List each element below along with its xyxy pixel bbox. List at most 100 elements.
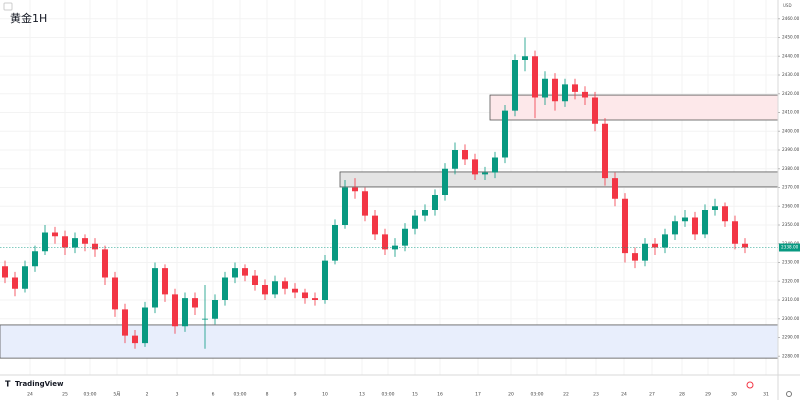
chart-title: 黄金1H: [10, 11, 47, 25]
candle-body: [732, 221, 738, 244]
y-tick-label: 2430.00: [782, 72, 800, 77]
brand-icon: T: [5, 380, 11, 389]
candle-body: [692, 217, 698, 235]
x-tick-label: 20: [508, 392, 514, 398]
candle-body: [132, 335, 138, 344]
y-tick-label: 2390.00: [782, 147, 800, 152]
x-tick-label: 23: [593, 392, 599, 398]
collapse-button[interactable]: [3, 2, 13, 11]
candle-body: [622, 198, 628, 254]
y-tick-label: 2400.00: [782, 128, 800, 133]
candle-body: [22, 266, 28, 289]
candle-body: [222, 277, 228, 300]
candle-body: [192, 298, 198, 308]
brand-name: TradingView: [15, 380, 64, 388]
y-tick-label: 2410.00: [782, 110, 800, 115]
candle-body: [532, 56, 538, 98]
candle-body: [182, 298, 188, 327]
x-tick-label: 13: [359, 392, 365, 398]
candle-body: [542, 78, 548, 98]
candle-body: [142, 307, 148, 344]
candle-body: [32, 251, 38, 267]
candle-body: [232, 268, 238, 278]
candle-body: [612, 178, 618, 199]
candle-body: [512, 60, 518, 111]
candle-body: [72, 238, 78, 248]
candle-body: [172, 294, 178, 327]
x-tick-label: 03:00: [84, 392, 97, 398]
candle-body: [682, 217, 688, 222]
x-tick-label: 3: [176, 392, 179, 398]
x-tick-label: 27: [649, 392, 655, 398]
x-tick-label: 16: [437, 392, 443, 398]
candle-body: [362, 191, 368, 216]
candle-body: [462, 150, 468, 160]
zone: [489, 94, 779, 121]
candle-body: [102, 249, 108, 278]
y-tick-label: 2290.00: [782, 335, 800, 340]
y-tick-label: 2380.00: [782, 166, 800, 171]
alert-icon[interactable]: [746, 381, 754, 389]
y-tick-label: 2450.00: [782, 35, 800, 40]
candle-body: [582, 91, 588, 98]
x-tick-label: 24: [27, 392, 33, 398]
candle-body: [262, 285, 268, 295]
plot-layer: [0, 0, 779, 375]
candle-body: [592, 97, 598, 124]
candle-body: [502, 110, 508, 158]
candle-body: [332, 225, 338, 261]
x-tick-label: 30: [731, 392, 737, 398]
candle-body: [382, 234, 388, 250]
y-tick-label: 2460.00: [782, 16, 800, 21]
x-tick-label: 25: [62, 392, 68, 398]
candle-body: [212, 300, 218, 319]
candle-body: [392, 245, 398, 250]
last-price-box: [779, 243, 800, 252]
candle-body: [162, 268, 168, 295]
candle-body: [452, 150, 458, 169]
x-tick-label: 8: [266, 392, 269, 398]
x-tick-label: 5月: [113, 392, 120, 398]
x-tick-label: 6: [212, 392, 215, 398]
y-tick-label: 2360.00: [782, 203, 800, 208]
x-tick-label: 10: [322, 392, 328, 398]
candle-body: [742, 243, 748, 248]
x-tick-label: 31: [763, 392, 769, 398]
y-tick-label: 2300.00: [782, 316, 800, 321]
y-tick-label: 2310.00: [782, 297, 800, 302]
candle-body: [522, 56, 528, 60]
candle-body: [92, 243, 98, 250]
candle-body: [472, 159, 478, 175]
x-tick-label: 03:00: [382, 392, 395, 398]
candle-body: [42, 232, 48, 252]
candle-body: [252, 275, 258, 285]
candle-body: [202, 318, 208, 320]
x-tick-label: 2: [146, 392, 149, 398]
candle-body: [342, 187, 348, 225]
candle-body: [702, 210, 708, 235]
candle-body: [572, 84, 578, 92]
x-tick-label: 03:00: [531, 392, 544, 398]
candle-body: [602, 123, 608, 179]
candle-body: [722, 206, 728, 222]
candle-body: [2, 266, 8, 278]
y-tick-label: 2440.00: [782, 53, 800, 58]
settings-icon[interactable]: [786, 391, 792, 397]
candle-body: [272, 281, 278, 295]
zone: [0, 324, 779, 359]
candle-body: [372, 215, 378, 235]
brand-logo: T TradingView: [5, 380, 64, 389]
candle-body: [552, 78, 558, 102]
candle-body: [412, 215, 418, 229]
candle-body: [712, 206, 718, 210]
candle-body: [112, 277, 118, 310]
candle-body: [82, 238, 88, 244]
candle-body: [352, 187, 358, 192]
y-tick-label: 2420.00: [782, 91, 800, 96]
y-tick-label: 2280.00: [782, 353, 800, 358]
candle-body: [122, 309, 128, 336]
candle-body: [52, 232, 58, 237]
candle-body: [242, 268, 248, 276]
candle-body: [12, 277, 18, 289]
